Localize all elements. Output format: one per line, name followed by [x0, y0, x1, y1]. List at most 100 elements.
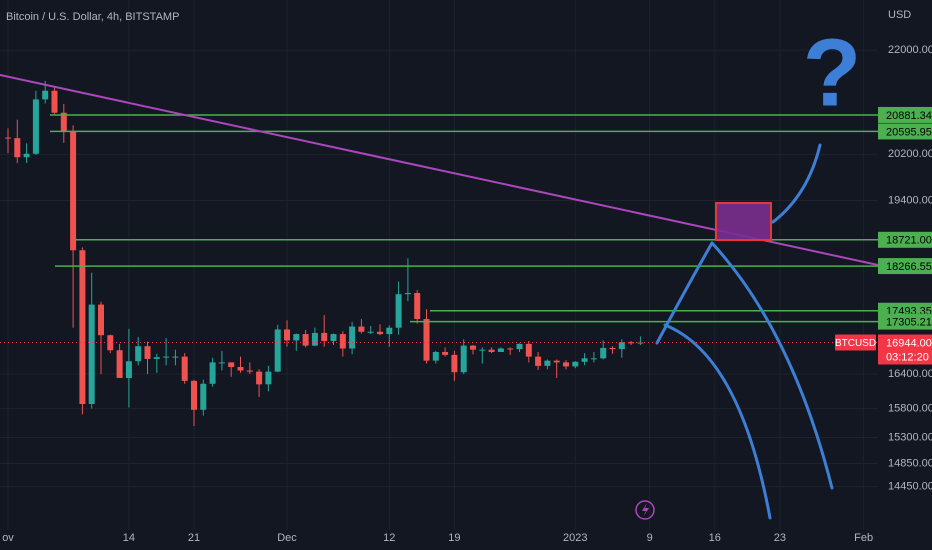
- level-tag: [878, 313, 932, 330]
- arc: [655, 241, 714, 345]
- y-tick-label: 20200.00: [888, 148, 932, 160]
- candle-body: [218, 362, 225, 364]
- candle-body: [209, 362, 216, 384]
- candle-body: [256, 371, 263, 385]
- y-tick-label: 15800.00: [888, 403, 932, 415]
- candle-body: [432, 351, 439, 361]
- y-tick-label: 19400.00: [888, 194, 932, 206]
- candle-body: [479, 349, 486, 351]
- candle-body: [88, 304, 95, 405]
- candle-body: [395, 294, 402, 328]
- candle-body: [265, 371, 272, 385]
- event-icon-bolt: [642, 503, 649, 517]
- candle-body: [302, 334, 309, 346]
- candle-body: [107, 335, 114, 351]
- level-tag: [878, 123, 932, 140]
- candle-body: [507, 348, 514, 350]
- candle-body: [153, 357, 160, 359]
- x-tick-label: 12: [383, 532, 395, 544]
- question-mark: ?: [803, 19, 862, 126]
- arc: [710, 241, 834, 490]
- price-label: 16944.00: [886, 337, 932, 349]
- candle-body: [79, 250, 86, 405]
- candle-body: [414, 293, 421, 320]
- candle-body: [284, 329, 290, 341]
- candle-body: [200, 383, 207, 410]
- candle-body: [349, 326, 356, 349]
- x-tick-label: 14: [123, 532, 135, 544]
- y-tick-label: 16400.00: [888, 368, 932, 380]
- arc: [771, 143, 822, 224]
- y-tick-label: 22000.00: [888, 44, 932, 56]
- candle-body: [535, 356, 542, 366]
- level-label: 17305.21: [886, 317, 932, 329]
- candle-body: [70, 131, 77, 251]
- candle-body: [125, 361, 132, 378]
- price-axis: 22000.00 20200.00 19400.00 16400.00 15800.00…: [2, 44, 932, 544]
- level-tag: [878, 231, 932, 248]
- candle-body: [609, 347, 616, 350]
- candle-body: [470, 345, 476, 350]
- candle-body: [51, 90, 58, 113]
- candle-body: [163, 356, 170, 358]
- candles: [5, 80, 644, 426]
- candle-body: [274, 329, 281, 372]
- candle-body: [525, 343, 532, 357]
- arc: [663, 323, 772, 520]
- candle-body: [367, 331, 374, 333]
- x-tick-label: ov: [2, 532, 14, 544]
- candle-body: [23, 153, 30, 158]
- y-tick-label: 14850.00: [888, 457, 932, 469]
- candle-body: [321, 332, 328, 342]
- x-tick-label: 19: [448, 532, 460, 544]
- candle-body: [181, 356, 188, 381]
- candle-body: [228, 362, 235, 368]
- x-tick-label: Feb: [854, 532, 873, 544]
- candle-body: [14, 138, 21, 158]
- candle-body: [339, 334, 346, 349]
- x-tick-label: 9: [647, 532, 653, 544]
- candle-body: [497, 348, 504, 352]
- x-tick-label: 21: [188, 532, 200, 544]
- candle-body: [311, 332, 318, 346]
- x-tick-label: 16: [709, 532, 721, 544]
- candle-body: [423, 319, 430, 361]
- candle-body: [98, 304, 104, 336]
- target-box: [715, 202, 772, 241]
- candle-body: [404, 293, 411, 295]
- candle-body: [442, 351, 449, 355]
- grid: [0, 0, 878, 530]
- level-label: 20881.34: [886, 110, 932, 122]
- candle-body: [293, 334, 300, 341]
- candle-body: [5, 137, 11, 139]
- symbol-label: BTCUSD: [835, 338, 876, 349]
- candle-body: [116, 350, 123, 378]
- levels: [0, 114, 878, 344]
- candle-body: [191, 380, 197, 410]
- level-label: 18266.55: [886, 261, 932, 273]
- candle-body: [60, 112, 67, 132]
- candle-body: [330, 334, 337, 342]
- level-label: 20595.95: [886, 126, 932, 138]
- candle-body: [563, 362, 569, 367]
- candle-body: [246, 370, 253, 372]
- event-icon: [635, 500, 655, 520]
- candle-body: [618, 342, 625, 350]
- candle-body: [237, 367, 244, 371]
- symbol-tag: [835, 334, 876, 351]
- candle-body: [386, 327, 393, 335]
- candle-body: [460, 345, 467, 373]
- candle-body: [135, 346, 142, 362]
- candle-body: [544, 360, 551, 366]
- x-tick-label: 2023: [563, 532, 587, 544]
- candle-body: [172, 356, 179, 358]
- level-tag: [878, 258, 932, 275]
- y-tick-label: 15300.00: [888, 431, 932, 443]
- candle-body: [516, 343, 523, 350]
- candle-body: [581, 358, 588, 362]
- countdown-label: 03:12:20: [886, 351, 929, 363]
- candle-body: [590, 358, 597, 360]
- x-tick-label: 23: [774, 532, 786, 544]
